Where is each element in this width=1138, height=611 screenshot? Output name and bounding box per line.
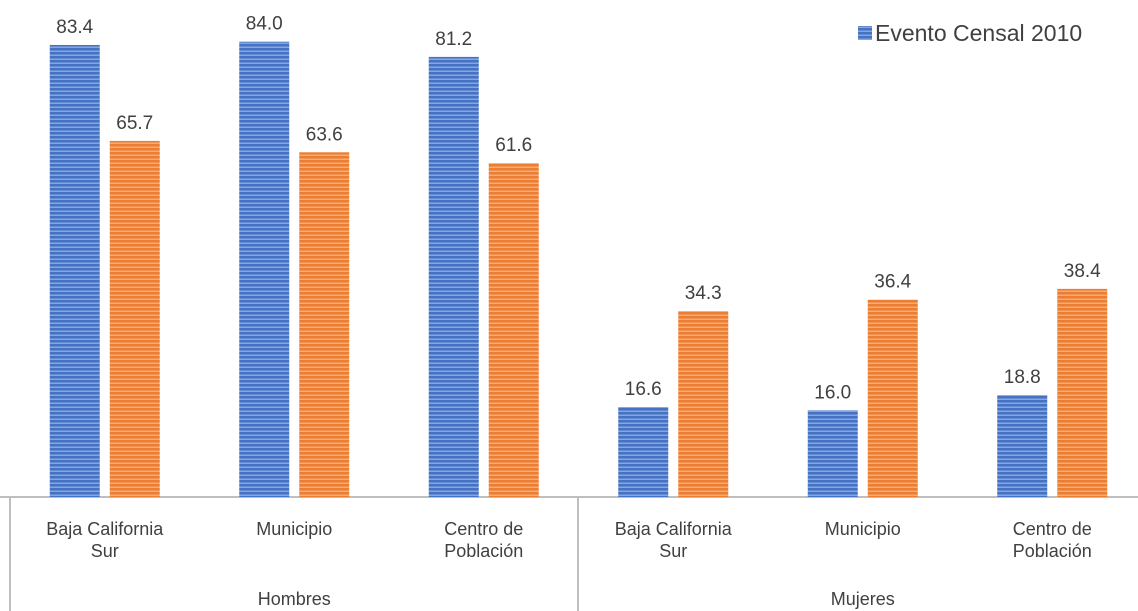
- bar: [1057, 288, 1108, 497]
- bar: [428, 56, 479, 498]
- legend-swatch: [858, 26, 872, 40]
- bar: [488, 163, 539, 498]
- x-tick-label: Municipio: [824, 519, 901, 539]
- value-label: 61.6: [495, 135, 532, 156]
- value-label: 18.8: [1004, 367, 1041, 388]
- bar: [678, 311, 729, 497]
- value-label: 16.0: [814, 382, 851, 403]
- bar: [109, 140, 160, 497]
- bar: [618, 407, 669, 497]
- bar: [867, 299, 918, 497]
- bar: [807, 410, 858, 497]
- x-tick-label: Baja California Sur: [614, 519, 732, 561]
- x-tick-label: Municipio: [256, 519, 333, 539]
- value-label: 36.4: [874, 272, 911, 293]
- value-label: 84.0: [246, 14, 283, 35]
- value-label: 63.6: [306, 124, 343, 145]
- bar: [299, 152, 350, 497]
- value-label: 65.7: [116, 113, 153, 134]
- value-label: 38.4: [1064, 261, 1101, 282]
- value-label: 81.2: [435, 29, 472, 50]
- x-tick-label: Centro de Población: [444, 519, 524, 561]
- bar: [997, 395, 1048, 497]
- value-label: 83.4: [56, 17, 93, 38]
- group-label: Hombres: [257, 589, 331, 609]
- x-tick-label: Baja California Sur: [46, 519, 164, 561]
- value-label: 34.3: [685, 283, 722, 304]
- bar: [49, 44, 100, 498]
- group-label: Mujeres: [830, 589, 895, 609]
- legend-label: Evento Censal 2010: [875, 20, 1082, 46]
- value-label: 16.6: [625, 379, 662, 400]
- x-tick-label: Centro de Población: [1012, 519, 1092, 561]
- bar: [239, 41, 290, 497]
